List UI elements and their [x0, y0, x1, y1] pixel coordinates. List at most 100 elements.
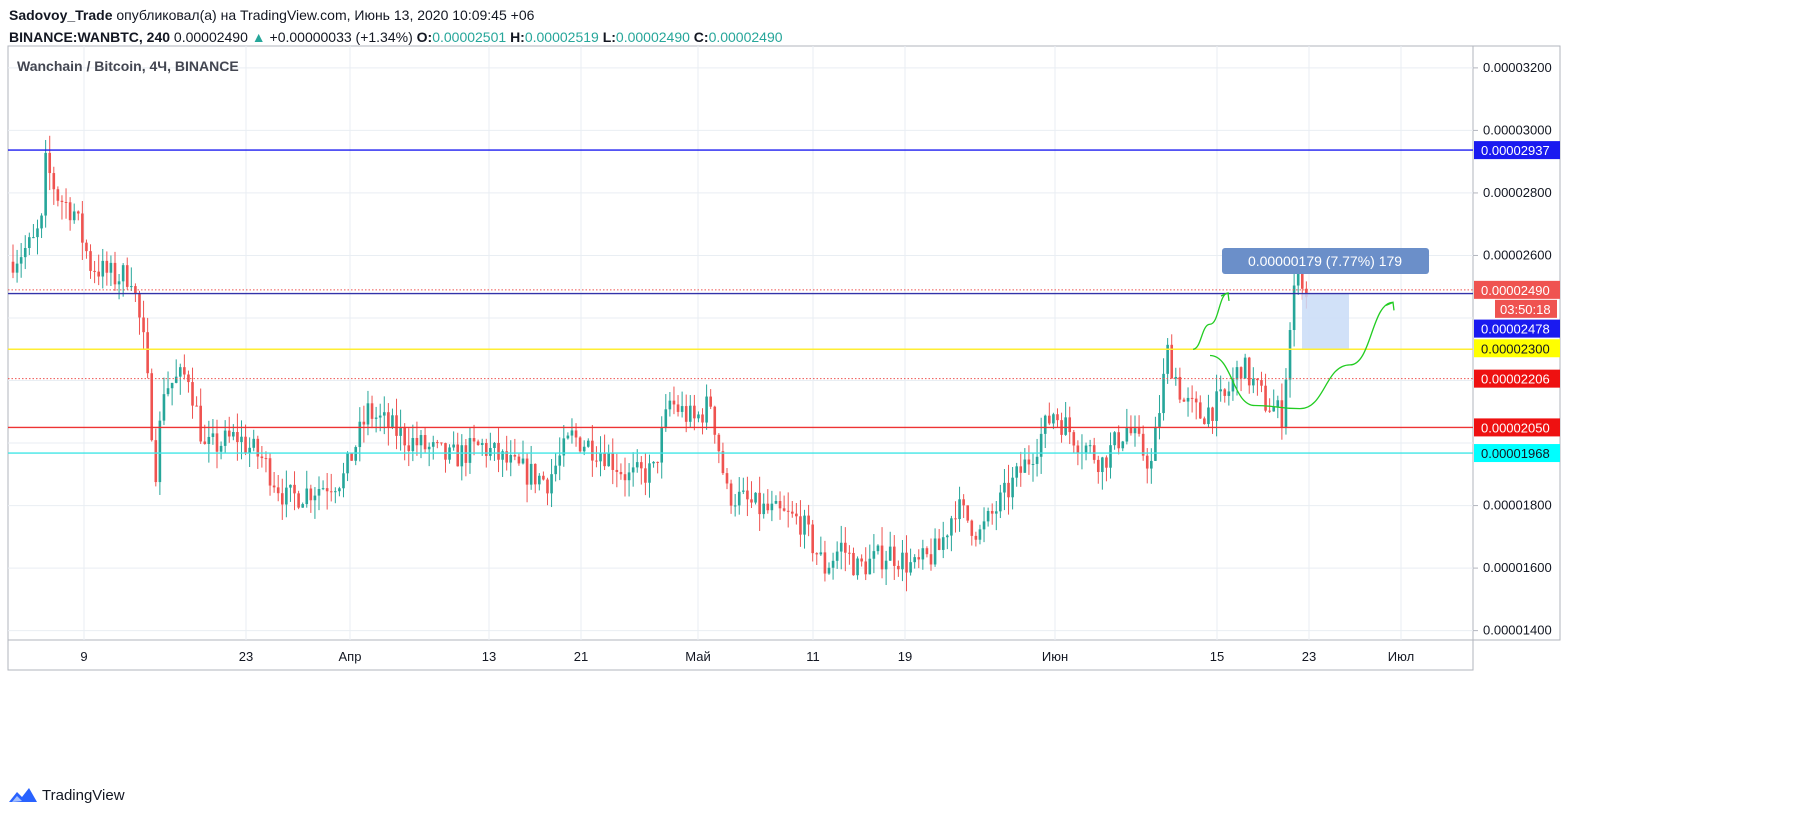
candle [1272, 389, 1276, 412]
candle [248, 437, 251, 468]
x-tick-label: Июл [1388, 649, 1414, 664]
candle [1207, 394, 1210, 428]
candle-body [754, 492, 757, 503]
candle [317, 476, 321, 511]
candle [664, 394, 668, 432]
candle [929, 538, 933, 571]
candle [1052, 412, 1055, 430]
candle-body [113, 262, 117, 285]
candle-body [1227, 391, 1231, 396]
candle-body [994, 511, 998, 514]
candle-body [986, 510, 990, 522]
candle-body [162, 394, 166, 421]
candle-body [827, 567, 831, 574]
candle [1125, 408, 1129, 445]
candle-body [790, 511, 794, 514]
candle [905, 535, 908, 592]
candle [374, 406, 378, 433]
candle [1158, 395, 1161, 440]
candle [1194, 391, 1198, 420]
candle-body [236, 432, 239, 443]
candle-body [329, 491, 333, 493]
candle-body [917, 557, 921, 560]
candle-body [68, 202, 72, 221]
candle [941, 521, 945, 559]
candle [464, 438, 468, 477]
candle [431, 435, 435, 460]
candle [538, 473, 541, 491]
candle-body [815, 553, 819, 555]
symbol-name[interactable]: BINANCE:WANBTC, 240 [9, 29, 171, 45]
candle [554, 452, 557, 482]
candle [1203, 416, 1206, 425]
author-name[interactable]: Sadovoy_Trade [9, 7, 113, 23]
candle-body [338, 488, 341, 492]
candle [321, 480, 325, 491]
candle [542, 471, 545, 481]
y-tick-label: 0.00001400 [1483, 623, 1552, 638]
candle [770, 490, 774, 522]
candle-body [807, 515, 810, 525]
candle [105, 251, 109, 286]
candle [1129, 415, 1133, 436]
tradingview-brand[interactable]: TradingView [8, 784, 125, 806]
candle [656, 461, 659, 474]
candle [999, 484, 1002, 519]
candle-body [138, 293, 141, 318]
candle-body [431, 442, 435, 447]
candle-body [533, 463, 537, 485]
candle [411, 424, 415, 462]
candle-body [888, 546, 892, 561]
candle [101, 248, 105, 289]
candle [1252, 367, 1255, 394]
x-tick-label: Апр [339, 649, 362, 664]
candle [790, 501, 794, 518]
candle [1023, 448, 1027, 473]
candle [154, 428, 158, 487]
candle-body [1166, 344, 1169, 374]
candle [921, 539, 925, 570]
low-label: L: [602, 29, 616, 45]
candle-body [509, 455, 513, 463]
candle [1256, 378, 1259, 396]
candle [370, 395, 374, 429]
candle-body [264, 458, 268, 460]
candle-body [199, 405, 202, 442]
candle-body [444, 443, 447, 460]
candle-body [174, 376, 178, 383]
candle-body [72, 211, 76, 221]
candle-body [672, 400, 676, 405]
candle-body [211, 433, 215, 437]
candle [444, 442, 447, 473]
candle-body [309, 488, 313, 501]
candle-body [1211, 407, 1214, 421]
candle [1015, 462, 1018, 487]
candle [884, 550, 888, 586]
candle [223, 420, 227, 453]
candle [1260, 371, 1263, 393]
candle-body [852, 552, 855, 576]
candle-body [684, 406, 688, 422]
candle-body [183, 367, 186, 375]
candle [40, 213, 43, 239]
candle [684, 394, 688, 433]
candle [146, 317, 149, 379]
candle-body [705, 396, 708, 423]
candle [476, 439, 480, 446]
candle-body [1292, 285, 1296, 331]
candle [668, 392, 672, 417]
y-tick-label: 0.00002600 [1483, 247, 1552, 262]
candle-body [260, 456, 264, 459]
candle [1162, 358, 1165, 421]
candle-body [1019, 466, 1023, 473]
candle [305, 470, 309, 508]
candle-body [1125, 427, 1129, 442]
candle-body [599, 453, 602, 462]
candle [509, 440, 513, 477]
candle-body [542, 475, 545, 480]
candle-body [746, 490, 749, 500]
candle-body [1096, 459, 1100, 473]
candle [36, 219, 39, 255]
candle [174, 359, 178, 384]
